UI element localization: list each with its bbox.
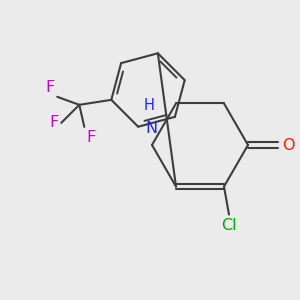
Text: F: F [86,130,95,145]
Text: O: O [282,137,295,152]
Text: H: H [143,98,155,113]
Text: F: F [45,80,54,95]
Text: F: F [49,115,58,130]
Text: N: N [146,121,158,136]
Text: Cl: Cl [221,218,237,232]
